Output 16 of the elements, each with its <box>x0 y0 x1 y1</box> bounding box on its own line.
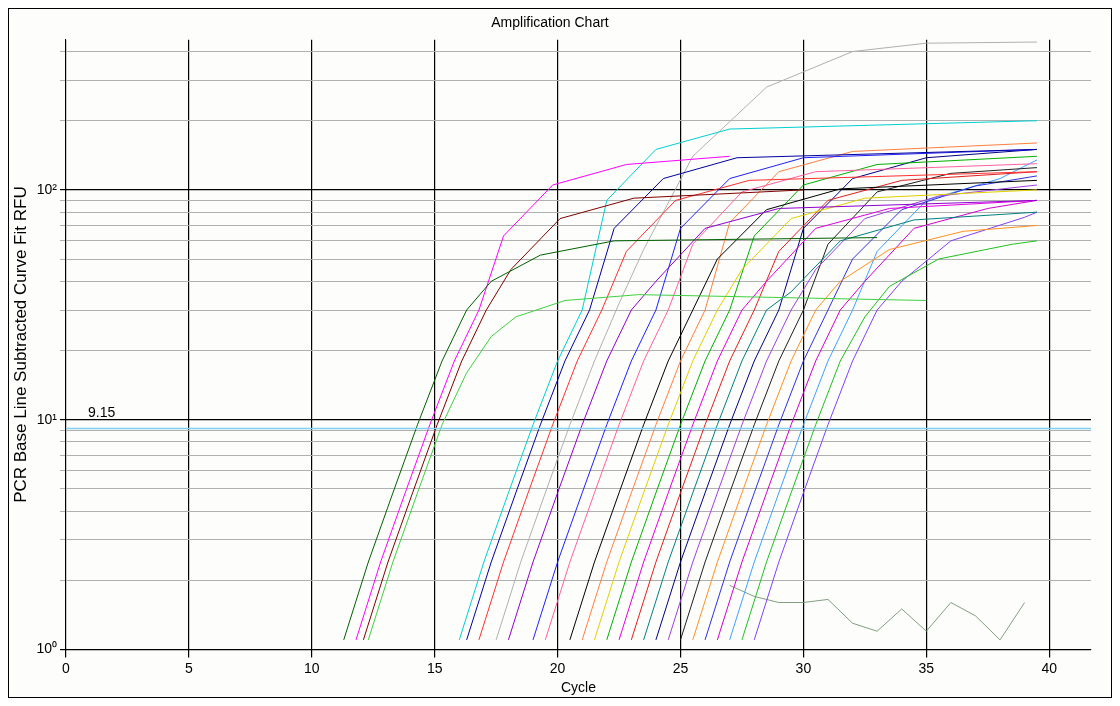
x-tick-label: 10 <box>303 659 320 676</box>
y-tick-label: 10¹ <box>36 410 58 427</box>
x-tick-label: 0 <box>62 659 71 676</box>
x-axis-title: Cycle <box>560 679 597 696</box>
y-axis-title: PCR Base Line Subtracted Curve Fit RFU <box>10 186 30 503</box>
x-tick-label: 20 <box>549 659 566 676</box>
y-tick-label: 10² <box>36 180 58 197</box>
y-tick-label: 10⁰ <box>36 640 57 657</box>
x-tick-label: 25 <box>672 659 689 676</box>
x-tick-label: 5 <box>184 659 193 676</box>
x-tick-label: 40 <box>1041 659 1058 676</box>
ref-line-label: 9.15 <box>87 404 116 421</box>
chart-title: Amplification Chart <box>491 14 609 31</box>
x-tick-label: 35 <box>918 659 935 676</box>
x-tick-label: 15 <box>426 659 443 676</box>
x-tick-label: 30 <box>795 659 812 676</box>
